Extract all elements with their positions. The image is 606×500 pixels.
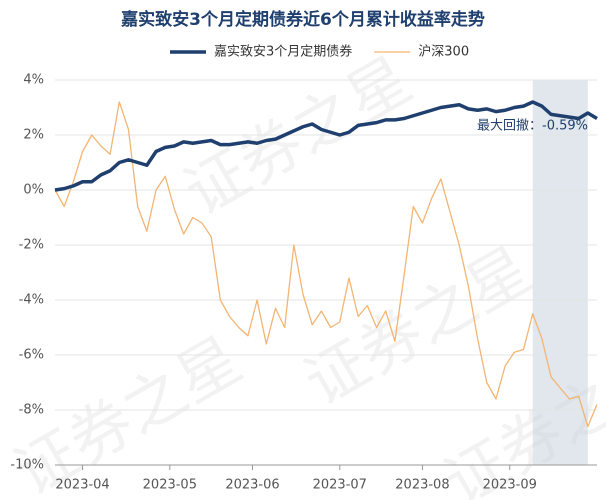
y-tick-label: 0% [23,183,44,198]
x-tick-label: 2023-09 [483,478,537,493]
y-tick-label: -8% [19,403,44,418]
drawdown-region [532,80,588,465]
y-tick-label: -4% [19,293,44,308]
watermark: 证券之星 [172,43,423,230]
x-tick-label: 2023-08 [395,478,449,493]
y-tick-label: -10% [10,458,44,473]
x-tick-label: 2023-07 [313,478,367,493]
chart-title: 嘉实致安3个月定期债券近6个月累计收益率走势 [120,9,485,30]
legend-label: 嘉实致安3个月定期债券 [214,44,352,60]
y-tick-label: 4% [23,73,44,88]
x-tick-label: 2023-06 [225,478,279,493]
y-tick-label: -2% [19,238,44,253]
x-tick-label: 2023-05 [143,478,197,493]
legend-label: 沪深300 [418,44,469,60]
y-tick-label: 2% [23,128,44,143]
annotation: 最大回撤：-0.59% [477,118,588,134]
x-tick-label: 2023-04 [55,478,109,493]
series-line [54,101,598,428]
series-line [54,100,598,192]
y-tick-label: -6% [19,348,44,363]
